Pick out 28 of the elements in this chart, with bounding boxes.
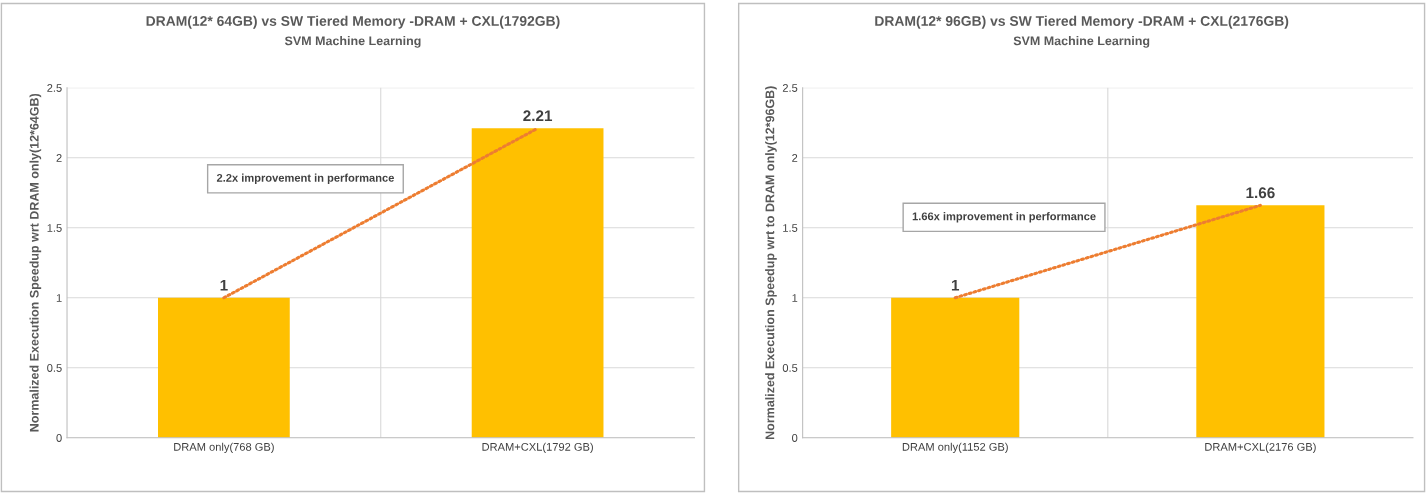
y-axis-title: Normalized Execution Speedup wrt DRAM only(12*64GB)	[29, 93, 42, 432]
data-label: 1.66	[1246, 187, 1275, 199]
chart-subtitle: SVM Machine Learning	[284, 36, 421, 48]
chart-title: DRAM(12* 96GB) vs SW Tiered Memory -DRAM + CXL(2176GB)	[875, 15, 1289, 29]
y-tick-label: 1.5	[47, 224, 62, 232]
data-label: 1	[220, 279, 228, 291]
y-tick-label: 0.5	[47, 364, 62, 372]
y-tick-label: 0.5	[782, 364, 798, 372]
x-tick-label: DRAM only(1152 GB)	[902, 442, 1008, 453]
data-label: 2.21	[523, 110, 553, 122]
x-tick-label: DRAM+CXL(1792 GB)	[482, 442, 593, 453]
x-tick-label: DRAM+CXL(2176 GB)	[1205, 442, 1316, 453]
y-tick-label: 1	[56, 294, 62, 302]
y-tick-label: 1.5	[783, 224, 798, 232]
y-tick-label: 2.5	[782, 84, 798, 92]
y-tick-label: 0	[792, 434, 798, 442]
annotation: 2.2x improvement in performance	[216, 173, 394, 184]
chart-title: DRAM(12* 64GB) vs SW Tiered Memory -DRAM + CXL(1792GB)	[146, 15, 560, 29]
chart-subtitle: SVM Machine Learning	[1013, 36, 1150, 48]
y-axis-title: Normalized Execution Speedup wrt to DRAM only(12*96GB)	[765, 86, 777, 440]
y-tick-label: 2	[792, 154, 798, 162]
annotation: 1.66x improvement in performance	[912, 212, 1096, 223]
data-label: 1	[951, 279, 960, 291]
y-tick-label: 2	[56, 154, 62, 162]
x-tick-label: DRAM only(768 GB)	[174, 442, 274, 453]
y-tick-label: 2.5	[47, 84, 62, 92]
y-tick-label: 0	[56, 434, 62, 442]
y-tick-label: 1	[792, 294, 798, 302]
